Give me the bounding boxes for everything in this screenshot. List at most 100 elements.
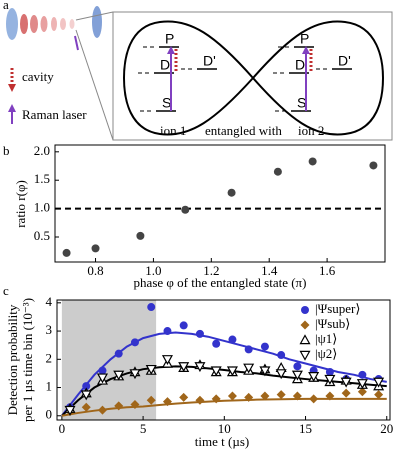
- point: [179, 392, 189, 402]
- point: [97, 405, 107, 415]
- point: [357, 387, 367, 397]
- x-tick-label: 20: [380, 421, 393, 436]
- point: [130, 338, 139, 347]
- point: [244, 345, 253, 354]
- y-axis-label: per 1 µs time bin (10⁻³): [20, 298, 35, 422]
- y-axis-label: ratio r(φ): [13, 180, 28, 228]
- point: [211, 394, 221, 404]
- y-tick-label: 0: [46, 407, 53, 422]
- plot-frame: [56, 299, 391, 421]
- legend-label: |Ψsuper⟩: [315, 301, 360, 316]
- x-tick-label: 1.6: [319, 263, 336, 278]
- x-tick-label: 10: [218, 421, 231, 436]
- point: [91, 244, 100, 253]
- point: [358, 370, 367, 379]
- point: [227, 391, 237, 401]
- point: [309, 394, 319, 404]
- plot-frame: [54, 144, 386, 263]
- point: [136, 231, 145, 240]
- level-label: D: [160, 57, 170, 73]
- y-axis-label: Detection probability: [5, 304, 20, 415]
- y-tick-label: 0.5: [34, 228, 50, 243]
- point: [62, 248, 71, 257]
- optics: [6, 6, 114, 141]
- fit-curve: [61, 397, 387, 417]
- level-label: D': [338, 53, 351, 69]
- legend-label: |Ψsub⟩: [315, 316, 350, 331]
- point: [210, 366, 222, 377]
- legend-marker: [299, 334, 311, 345]
- point: [259, 366, 271, 377]
- ion-label: ion 2: [298, 123, 324, 138]
- panel-label: a: [3, 0, 9, 12]
- point: [147, 303, 156, 312]
- y-tick-label: 4: [46, 294, 53, 309]
- raman-label: Raman laser: [22, 107, 87, 122]
- point: [276, 390, 286, 400]
- point: [273, 167, 282, 176]
- point: [195, 395, 205, 405]
- x-tick-label: 1.0: [145, 263, 161, 278]
- x-tick-label: 0: [59, 421, 66, 436]
- level-label: S: [162, 95, 171, 111]
- point: [130, 399, 140, 409]
- point: [325, 368, 334, 376]
- point: [369, 161, 378, 170]
- point: [356, 379, 368, 390]
- legend-marker: [300, 320, 310, 330]
- y-tick-label: 3: [46, 322, 53, 337]
- level-label: D': [203, 53, 216, 69]
- point: [227, 188, 236, 197]
- ion-label: ion 1: [160, 123, 186, 138]
- level-label: D: [295, 57, 305, 73]
- x-tick-label: 5: [140, 421, 147, 436]
- point: [195, 329, 204, 338]
- point: [161, 355, 173, 366]
- point: [98, 366, 107, 375]
- point: [373, 377, 385, 388]
- legend-marker: [301, 306, 309, 314]
- panel-label: b: [3, 143, 10, 158]
- point: [114, 401, 124, 411]
- legend-label: |ψ1⟩: [315, 331, 337, 346]
- y-tick-label: 1.5: [34, 171, 50, 186]
- point: [181, 205, 190, 214]
- point: [162, 397, 172, 407]
- x-axis-label: time t (µs): [195, 434, 249, 449]
- x-tick-label: 1.2: [203, 263, 219, 278]
- point: [275, 369, 287, 380]
- y-tick-label: 2.0: [34, 143, 50, 158]
- point: [212, 339, 221, 348]
- point: [243, 363, 255, 374]
- y-tick-label: 2: [46, 350, 53, 365]
- point: [308, 372, 320, 382]
- point: [374, 390, 384, 400]
- diagram-box: [112, 11, 393, 141]
- chart: 0.8 1.0 1.2 1.4 1.6 0.5 1.0 1.5 2.0: [34, 143, 386, 278]
- x-tick-label: 0.8: [87, 263, 103, 278]
- level-label: P: [165, 31, 174, 47]
- point: [260, 391, 270, 401]
- point: [292, 391, 302, 401]
- point: [163, 327, 172, 336]
- x-tick-label: 1.4: [261, 263, 278, 278]
- x-axis-label: phase φ of the entangled state (π): [134, 275, 307, 290]
- point: [308, 157, 317, 166]
- point: [244, 392, 254, 402]
- chart: 0 5 10 15 20 0 1 2 3 4 |Ψsuper⟩|Ψsub⟩|ψ1⟩|ψ2⟩: [46, 294, 394, 436]
- figure-eight: [122, 20, 385, 136]
- point: [293, 362, 302, 371]
- point: [325, 391, 335, 401]
- point: [226, 366, 238, 377]
- point: [324, 374, 336, 385]
- point: [194, 362, 206, 373]
- y-tick-label: 1.0: [34, 200, 50, 215]
- point: [178, 362, 190, 373]
- point: [64, 405, 76, 416]
- legend-label: |ψ2⟩: [315, 346, 337, 361]
- ions: PD D'SPD D'S: [138, 31, 352, 112]
- point: [341, 388, 351, 398]
- point: [179, 321, 188, 330]
- point: [260, 342, 269, 351]
